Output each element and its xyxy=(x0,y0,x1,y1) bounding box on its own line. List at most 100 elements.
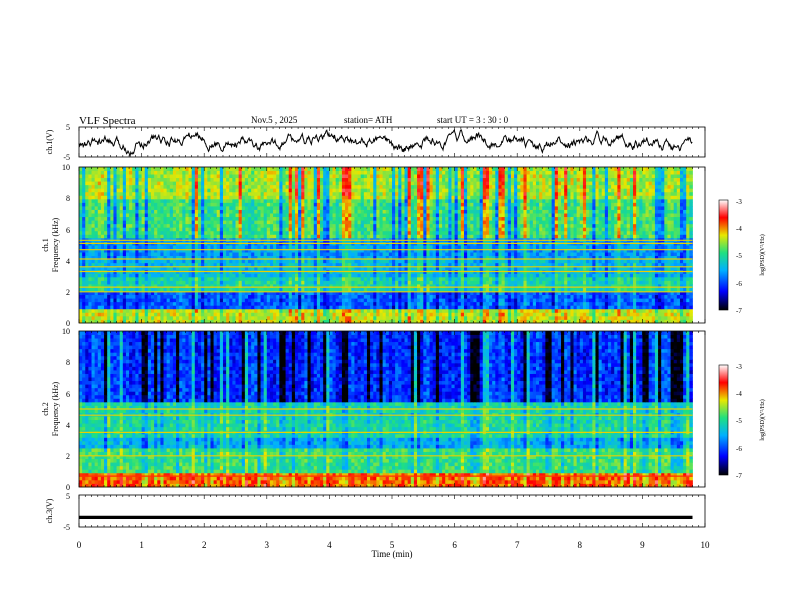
spectrogram-cell xyxy=(651,245,656,249)
spectrogram-cell xyxy=(100,298,105,303)
spectrogram-cell xyxy=(82,284,86,288)
spectrogram-cell xyxy=(135,319,139,324)
spectrogram-cell xyxy=(636,287,640,292)
spectrogram-cell xyxy=(150,273,155,278)
spectrogram-cell xyxy=(216,280,221,285)
spectrogram-cell xyxy=(448,276,452,281)
spectrogram-cell xyxy=(673,262,678,267)
spectrogram-cell xyxy=(97,284,102,288)
spectrogram-cell xyxy=(426,273,430,278)
spectrogram-cell xyxy=(479,266,484,271)
spectrogram-cell xyxy=(532,252,537,257)
spectrogram-cell xyxy=(479,259,484,264)
spectrogram-cell xyxy=(554,312,559,317)
spectrogram-cell xyxy=(260,280,265,285)
spectrogram-cell xyxy=(442,287,446,292)
spectrogram-cell xyxy=(185,315,189,320)
spectrogram-cell xyxy=(413,284,418,288)
spectrogram-cell xyxy=(492,284,496,288)
spectrogram-cell xyxy=(470,252,474,257)
spectrogram-cell xyxy=(91,245,96,249)
spectrogram-cell xyxy=(226,234,230,239)
spectrogram-cell xyxy=(561,315,565,320)
spectrogram-cell xyxy=(354,294,358,299)
spectrogram-cell xyxy=(97,248,102,253)
spectrogram-cell xyxy=(679,252,684,257)
spectrogram-cell xyxy=(226,280,230,285)
spectrogram-cell xyxy=(279,301,283,306)
spectrogram-cell xyxy=(454,248,459,253)
spectrogram-cell xyxy=(82,262,86,267)
spectrogram-cell xyxy=(104,308,108,313)
spectrogram-cell xyxy=(429,312,434,317)
spectrogram-cell xyxy=(201,298,205,303)
spectrogram-cell xyxy=(442,291,446,296)
spectrogram-cell xyxy=(407,284,412,288)
spectrogram-cell xyxy=(676,248,681,253)
spectrogram-cell xyxy=(623,245,628,249)
spectrogram-cell xyxy=(561,255,565,260)
spectrogram-cell xyxy=(204,312,208,317)
spectrogram-cell xyxy=(561,298,565,303)
spectrogram-cell xyxy=(388,252,393,257)
spectrogram-cell xyxy=(526,319,531,324)
spectrogram-cell xyxy=(595,276,599,281)
spectrogram-cell xyxy=(260,291,265,296)
spectrogram-cell xyxy=(248,245,252,249)
spectrogram-cell xyxy=(222,298,227,303)
spectrogram-cell xyxy=(260,312,265,317)
spectrogram-cell xyxy=(232,276,236,281)
spectrogram-cell xyxy=(363,319,368,324)
spectrogram-cell xyxy=(323,259,327,264)
spectrogram-cell xyxy=(604,301,609,306)
spectrogram-cell xyxy=(507,280,512,285)
spectrogram-cell xyxy=(310,284,315,288)
spectrogram-cell xyxy=(213,308,218,313)
spectrogram-cell xyxy=(294,305,299,310)
spectrogram-cell xyxy=(141,301,146,306)
spectrogram-cell xyxy=(294,301,299,306)
spectrogram-cell xyxy=(332,252,337,257)
spectrogram-cell xyxy=(229,315,233,320)
spectrogram-cell xyxy=(582,294,587,299)
spectrogram-cell xyxy=(526,301,531,306)
spectrogram-cell xyxy=(654,294,659,299)
spectrogram-cell xyxy=(523,284,527,288)
spectrogram-cell xyxy=(454,312,459,317)
spectrogram-cell xyxy=(651,287,656,292)
spectrogram-cell xyxy=(673,315,678,320)
spectrogram-cell xyxy=(498,294,502,299)
spectrogram-cell xyxy=(398,312,402,317)
spectrogram-cell xyxy=(97,245,102,249)
spectrogram-cell xyxy=(376,262,380,267)
spectrogram-cell xyxy=(661,284,665,288)
spectrogram-cell xyxy=(589,262,593,267)
spectrogram-cell xyxy=(251,291,255,296)
spectrogram-cell xyxy=(376,315,380,320)
spectrogram-cell xyxy=(617,255,621,260)
spectrogram-cell xyxy=(683,315,687,320)
spectrogram-cell xyxy=(210,255,214,260)
spectrogram-cell xyxy=(269,294,274,299)
spectrogram-cell xyxy=(579,273,584,278)
spectrogram-cell xyxy=(141,255,146,260)
spectrogram-cell xyxy=(526,273,531,278)
spectrogram-cell xyxy=(345,315,349,320)
spectrogram-cell xyxy=(379,255,384,260)
spectrogram-cell xyxy=(670,284,675,288)
spectrogram-cell xyxy=(545,245,549,249)
spectrogram-cell xyxy=(532,248,537,253)
spectrogram-cell xyxy=(185,287,189,292)
spectrogram-cell xyxy=(601,319,606,324)
spectrogram-cell xyxy=(169,252,174,257)
spectrogram-cell xyxy=(611,280,615,285)
spectrogram-cell xyxy=(132,248,136,253)
spectrogram-cell xyxy=(420,273,424,278)
spectrogram-cell xyxy=(623,294,628,299)
spectrogram-cell xyxy=(219,259,224,264)
spectrogram-cell xyxy=(557,301,562,306)
spectrogram-cell xyxy=(589,252,593,257)
spectrogram-cell xyxy=(263,287,268,292)
spectrogram-cell xyxy=(561,284,565,288)
spectrogram-cell xyxy=(645,266,650,271)
